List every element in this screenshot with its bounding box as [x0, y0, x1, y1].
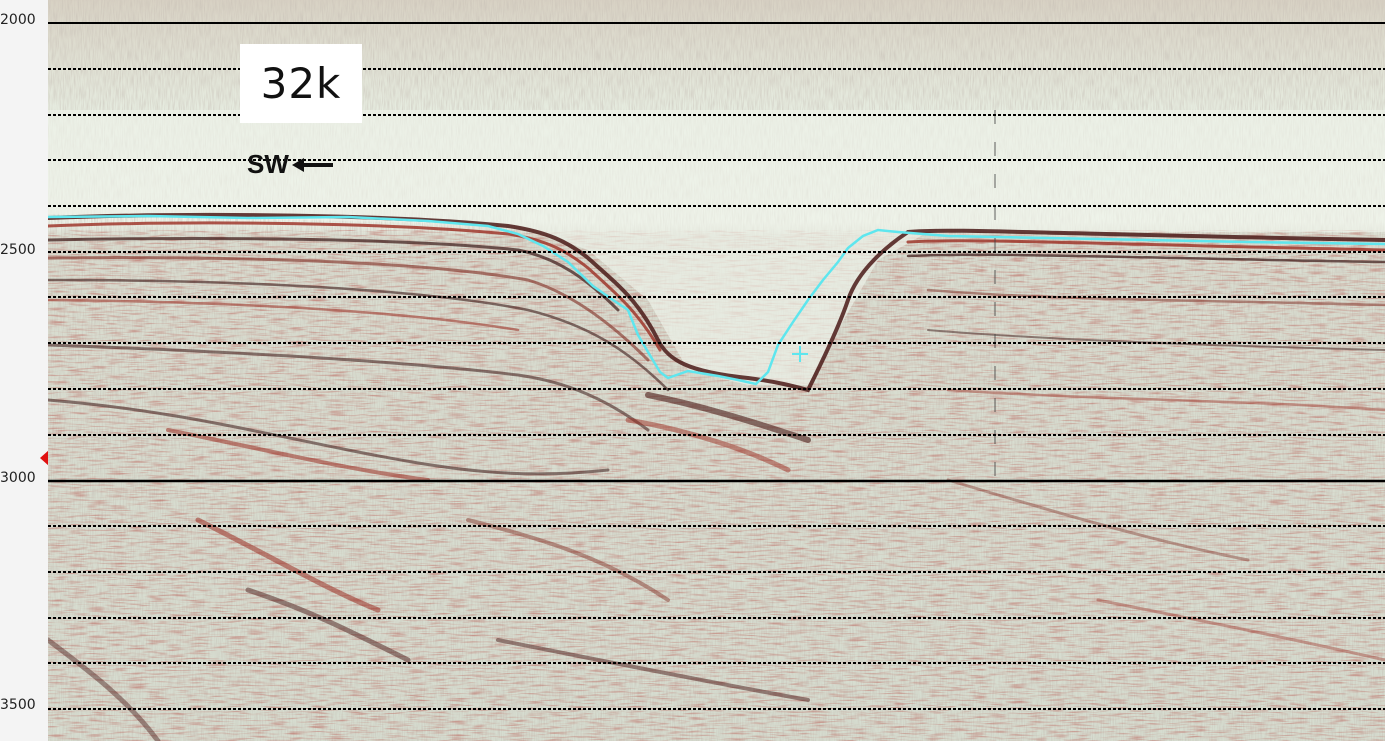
water-column [48, 110, 1385, 385]
direction-label: SW [247, 149, 289, 179]
seafloor-reflectors [48, 212, 1385, 741]
pick-cross-marker [792, 346, 808, 362]
section-label: 32k [260, 59, 342, 108]
seismic-section[interactable] [48, 0, 1385, 741]
depth-tick-label: 2000 [0, 12, 36, 28]
horizon-pick-line [48, 214, 1385, 386]
depth-axis: 2000 2500 3000 3500 [0, 0, 49, 741]
section-label-box: 32k [240, 44, 362, 123]
depth-tick-label: 3000 [0, 470, 36, 486]
depth-tick-label: 3500 [0, 697, 36, 713]
depth-cursor-marker[interactable] [40, 450, 49, 466]
depth-tick-label: 2500 [0, 242, 36, 258]
direction-indicator: SW [247, 149, 335, 180]
arrow-left-icon [291, 157, 333, 172]
